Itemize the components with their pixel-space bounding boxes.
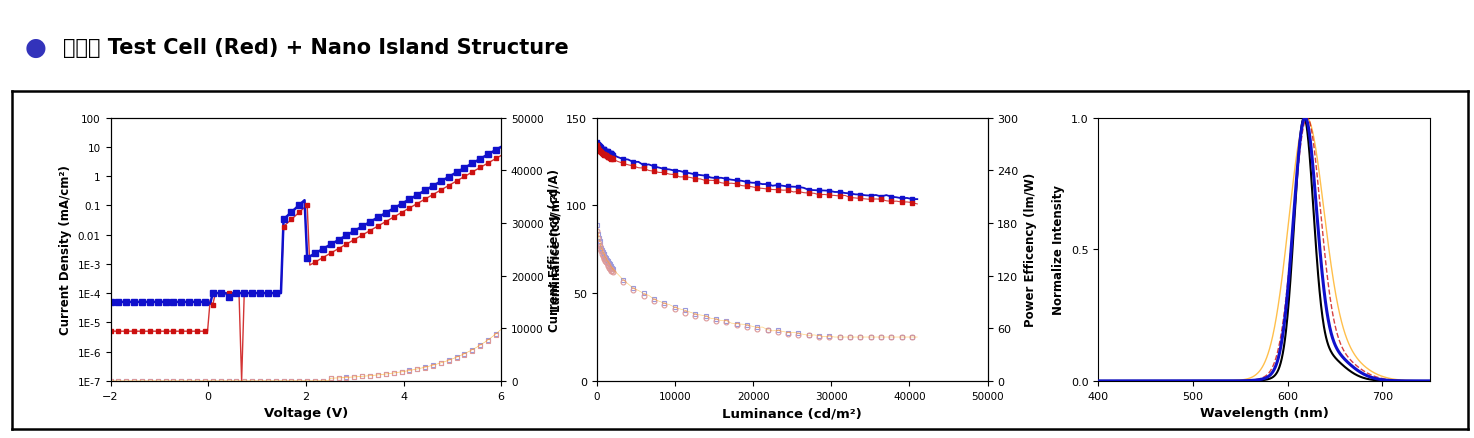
Text: ●: ● — [25, 36, 47, 60]
Y-axis label: Current Efficiency (cd/A): Current Efficiency (cd/A) — [548, 168, 560, 331]
Y-axis label: Normalize Intensity: Normalize Intensity — [1052, 185, 1066, 314]
X-axis label: Wavelength (nm): Wavelength (nm) — [1200, 406, 1328, 419]
Y-axis label: Current Density (mA/cm²): Current Density (mA/cm²) — [59, 165, 72, 334]
X-axis label: Voltage (V): Voltage (V) — [264, 406, 348, 419]
Text: 기업체 Test Cell (Red) + Nano Island Structure: 기업체 Test Cell (Red) + Nano Island Struct… — [63, 38, 569, 58]
Y-axis label: Luminance (cd/m²): Luminance (cd/m²) — [548, 188, 562, 311]
Y-axis label: Power Efficency (lm/W): Power Efficency (lm/W) — [1024, 173, 1038, 327]
X-axis label: Luminance (cd/m²): Luminance (cd/m²) — [722, 406, 862, 419]
